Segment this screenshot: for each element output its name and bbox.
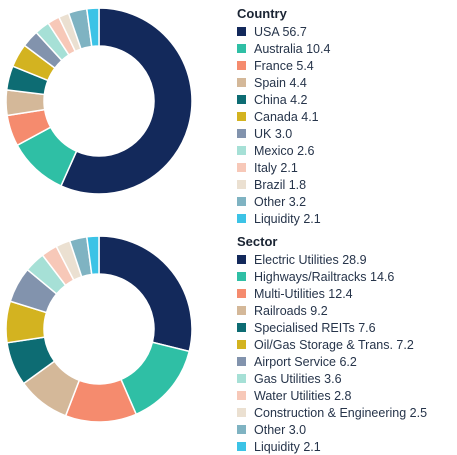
slice-liquidity [85, 7, 100, 48]
legend-label: China 4.2 [254, 92, 308, 107]
legend-item-other: Other 3.2 [237, 193, 330, 210]
legend-label: Other 3.0 [254, 422, 307, 437]
legend-item-italy: Italy 2.1 [237, 159, 330, 176]
legend-item-construction-engineering: Construction & Engineering 2.5 [237, 404, 427, 421]
legend-swatch [237, 323, 246, 332]
legend-item-water-utilities: Water Utilities 2.8 [237, 387, 427, 404]
legend-item-liquidity: Liquidity 2.1 [237, 210, 330, 227]
legend-label: Brazil 1.8 [254, 177, 307, 192]
legend-swatch [237, 391, 246, 400]
sector-legend: Sector Electric Utilities 28.9 Highways/R… [237, 234, 427, 455]
legend-swatch [237, 95, 246, 104]
legend-swatch [237, 408, 246, 417]
legend-item-highways-railtracks: Highways/Railtracks 14.6 [237, 268, 427, 285]
legend-swatch [237, 425, 246, 434]
legend-swatch [237, 27, 246, 36]
legend-item-multi-utilities: Multi-Utilities 12.4 [237, 285, 427, 302]
sector-legend-title: Sector [237, 234, 278, 249]
country-legend-title: Country [237, 6, 287, 21]
legend-item-other: Other 3.0 [237, 421, 427, 438]
legend-label: USA 56.7 [254, 24, 307, 39]
legend-swatch [237, 163, 246, 172]
legend-label: Gas Utilities 3.6 [254, 371, 342, 386]
legend-label: Italy 2.1 [254, 160, 298, 175]
legend-item-france: France 5.4 [237, 57, 330, 74]
legend-item-uk: UK 3.0 [237, 125, 330, 142]
legend-label: Construction & Engineering 2.5 [254, 405, 428, 420]
country-legend-items: USA 56.7 Australia 10.4 France 5.4 Spain 4.… [237, 23, 330, 227]
country-donut-chart [5, 7, 193, 195]
legend-label: Canada 4.1 [254, 109, 319, 124]
country-chart-panel: Country USA 56.7 Australia 10.4 France 5.4… [0, 0, 457, 226]
legend-swatch [237, 289, 246, 298]
legend-swatch [237, 197, 246, 206]
legend-item-usa: USA 56.7 [237, 23, 330, 40]
legend-swatch [237, 374, 246, 383]
legend-item-china: China 4.2 [237, 91, 330, 108]
legend-item-oil-gas-storage-trans: Oil/Gas Storage & Trans. 7.2 [237, 336, 427, 353]
legend-swatch [237, 214, 246, 223]
legend-swatch [237, 146, 246, 155]
legend-label: Highways/Railtracks 14.6 [254, 269, 395, 284]
slice-usa [60, 7, 193, 195]
legend-item-australia: Australia 10.4 [237, 40, 330, 57]
legend-swatch [237, 180, 246, 189]
legend-swatch [237, 340, 246, 349]
legend-label: Water Utilities 2.8 [254, 388, 352, 403]
country-legend: Country USA 56.7 Australia 10.4 France 5.4… [237, 6, 330, 227]
legend-swatch [237, 306, 246, 315]
legend-label: Australia 10.4 [254, 41, 331, 56]
legend-swatch [237, 255, 246, 264]
legend-label: Multi-Utilities 12.4 [254, 286, 353, 301]
legend-label: Liquidity 2.1 [254, 211, 321, 226]
legend-label: France 5.4 [254, 58, 314, 73]
legend-swatch [237, 61, 246, 70]
legend-label: UK 3.0 [254, 126, 293, 141]
legend-swatch [237, 129, 246, 138]
legend-swatch [237, 272, 246, 281]
sector-chart-panel: Sector Electric Utilities 28.9 Highways/R… [0, 228, 457, 454]
legend-label: Other 3.2 [254, 194, 307, 209]
legend-item-gas-utilities: Gas Utilities 3.6 [237, 370, 427, 387]
legend-label: Mexico 2.6 [254, 143, 315, 158]
legend-swatch [237, 112, 246, 121]
legend-swatch [237, 44, 246, 53]
legend-swatch [237, 78, 246, 87]
legend-item-specialised-reits: Specialised REITs 7.6 [237, 319, 427, 336]
legend-item-mexico: Mexico 2.6 [237, 142, 330, 159]
legend-item-spain: Spain 4.4 [237, 74, 330, 91]
legend-label: Specialised REITs 7.6 [254, 320, 376, 335]
legend-label: Oil/Gas Storage & Trans. 7.2 [254, 337, 414, 352]
legend-label: Railroads 9.2 [254, 303, 328, 318]
legend-item-electric-utilities: Electric Utilities 28.9 [237, 251, 427, 268]
legend-label: Electric Utilities 28.9 [254, 252, 367, 267]
legend-label: Airport Service 6.2 [254, 354, 357, 369]
legend-item-brazil: Brazil 1.8 [237, 176, 330, 193]
slice-electric-utilities [98, 235, 193, 353]
sector-donut-chart [5, 235, 193, 423]
legend-item-canada: Canada 4.1 [237, 108, 330, 125]
legend-item-railroads: Railroads 9.2 [237, 302, 427, 319]
legend-label: Spain 4.4 [254, 75, 307, 90]
legend-swatch [237, 357, 246, 366]
sector-legend-items: Electric Utilities 28.9 Highways/Railtrac… [237, 251, 427, 455]
legend-item-airport-service: Airport Service 6.2 [237, 353, 427, 370]
slice-liquidity [85, 235, 100, 276]
